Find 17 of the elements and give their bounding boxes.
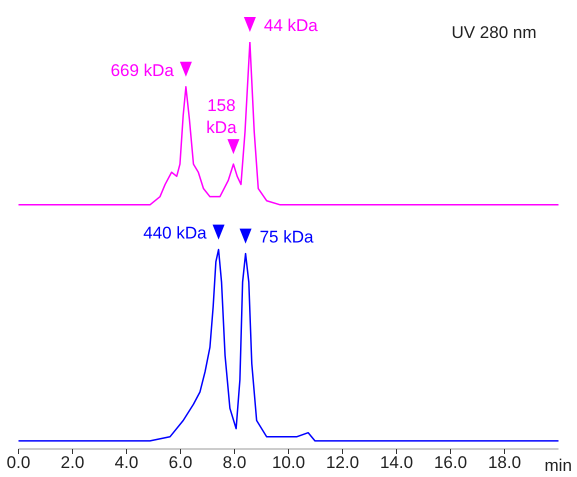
x-tick-label: 16.0 bbox=[434, 453, 468, 472]
x-tick-label: 18.0 bbox=[488, 453, 522, 472]
annotation: 669 kDa bbox=[110, 60, 174, 80]
x-tick-label: 2.0 bbox=[60, 453, 84, 472]
annotation: 44 kDa bbox=[264, 16, 318, 35]
annotation: 75 kDa bbox=[260, 228, 314, 247]
x-tick-label: 10.0 bbox=[272, 453, 306, 472]
x-tick-label: 6.0 bbox=[168, 453, 192, 472]
x-tick-label: 0.0 bbox=[6, 453, 30, 472]
x-tick-label: 14.0 bbox=[380, 453, 414, 472]
x-tick-label: 4.0 bbox=[114, 453, 138, 472]
x-tick-label: 12.0 bbox=[326, 453, 360, 472]
x-axis-title: min bbox=[544, 456, 572, 475]
annotation: 440 kDa bbox=[143, 224, 208, 243]
annotation: UV 280 nm bbox=[451, 23, 536, 42]
x-tick-label: 8.0 bbox=[222, 453, 246, 472]
annotation: 158 kDa bbox=[206, 96, 238, 138]
